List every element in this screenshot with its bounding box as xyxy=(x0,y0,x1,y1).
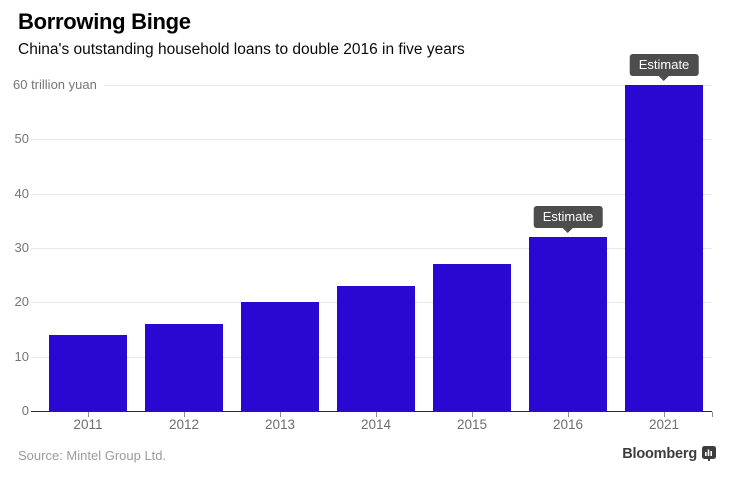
estimate-tooltip-2016: Estimate xyxy=(533,206,603,229)
bar-2015 xyxy=(433,264,511,411)
x-tick-label-2012: 2012 xyxy=(168,417,200,432)
estimate-tooltip-2021: Estimate xyxy=(629,54,699,76)
x-tick-2013 xyxy=(280,412,281,417)
y-tick-label-50: 50 xyxy=(14,131,29,147)
gridline-60 xyxy=(104,85,712,86)
source-label: Source: Mintel Group Ltd. xyxy=(18,448,167,463)
x-tick-label-2015: 2015 xyxy=(456,417,488,432)
y-tick-label-20: 20 xyxy=(14,294,29,310)
x-tick-2012 xyxy=(184,412,185,417)
bar-2012 xyxy=(145,324,223,411)
y-tick-label-0: 0 xyxy=(21,403,29,418)
x-tick-label-2021: 2021 xyxy=(648,417,680,432)
x-axis-line xyxy=(31,411,712,412)
x-tick-2015 xyxy=(472,412,473,417)
x-tick-2011 xyxy=(88,412,89,417)
y-axis-unit-label: 60 trillion yuan xyxy=(13,77,97,92)
x-axis-end-tick xyxy=(712,412,713,417)
y-tick-label-10: 10 xyxy=(14,348,29,364)
bar-2016 xyxy=(529,237,607,411)
y-tick-label-30: 30 xyxy=(14,240,29,255)
x-tick-label-2016: 2016 xyxy=(552,417,584,432)
bloomberg-wordmark: Bloomberg xyxy=(622,446,697,462)
gridline-30 xyxy=(31,248,712,249)
bloomberg-chart-icon xyxy=(702,446,716,462)
x-tick-2016 xyxy=(568,412,569,417)
bar-2014 xyxy=(337,286,415,411)
y-tick-label-40: 40 xyxy=(14,185,29,201)
gridline-40 xyxy=(31,193,712,195)
x-tick-2014 xyxy=(376,412,377,417)
x-tick-label-2011: 2011 xyxy=(73,417,103,432)
x-tick-label-2014: 2014 xyxy=(360,417,392,432)
page-title: Borrowing Binge xyxy=(18,9,191,34)
bar-2021 xyxy=(625,85,703,411)
bar-2013 xyxy=(241,302,319,411)
x-tick-label-2013: 2013 xyxy=(264,417,296,432)
x-tick-2021 xyxy=(664,412,665,417)
chart-subtitle: China's outstanding household loans to d… xyxy=(18,41,465,58)
bar-2011 xyxy=(49,334,127,411)
bloomberg-logo: Bloomberg xyxy=(622,446,716,462)
gridline-50 xyxy=(31,139,712,141)
